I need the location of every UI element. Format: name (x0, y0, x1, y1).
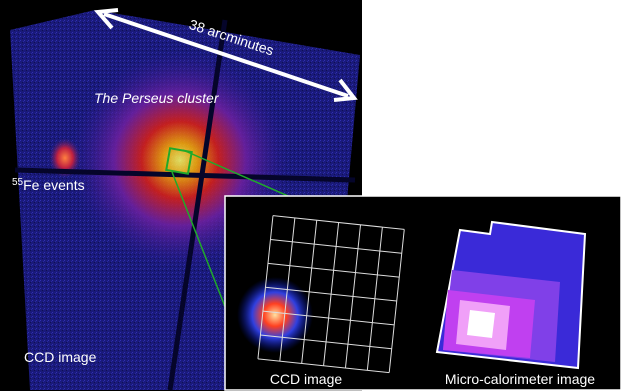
target-label: The Perseus cluster (94, 90, 220, 106)
calibration-text: Fe events (23, 177, 84, 193)
isotope-mass: 55 (12, 177, 24, 188)
inset-ccd-label: CCD image (270, 371, 343, 387)
figure: 38 arcminutes The Perseus cluster 55Fe e… (0, 0, 622, 391)
calibration-label: 55Fe events (12, 177, 85, 193)
inset-calorimeter-label: Micro-calorimeter image (445, 371, 595, 387)
calorimeter-peak (467, 310, 495, 338)
ccd-main-label: CCD image (24, 349, 97, 365)
